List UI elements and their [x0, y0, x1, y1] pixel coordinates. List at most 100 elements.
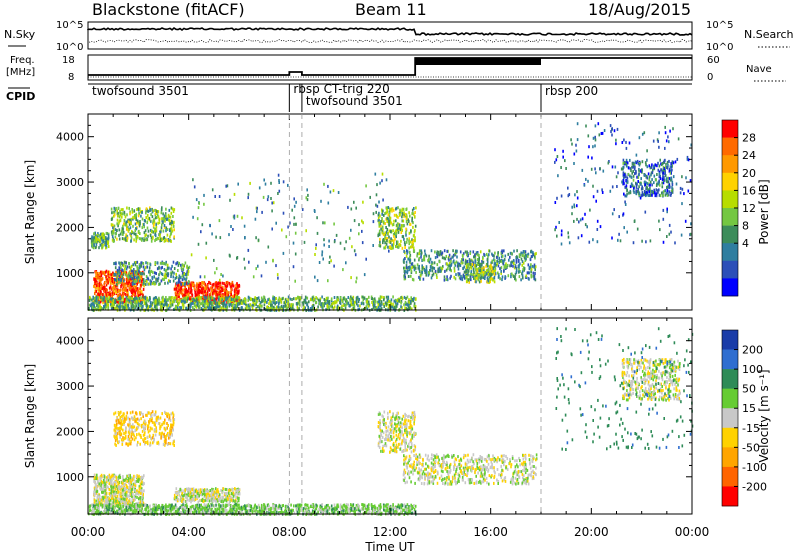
- scatter-cell: [400, 296, 402, 300]
- scatter-cell: [112, 293, 115, 297]
- scatter-cell: [644, 210, 647, 214]
- scatter-cell: [400, 239, 402, 243]
- scatter-cell: [685, 176, 687, 180]
- scatter-cell: [255, 236, 257, 240]
- scatter-cell: [409, 214, 411, 218]
- scatter-cell: [150, 304, 152, 308]
- scatter-cell: [648, 178, 651, 182]
- scatter-cell: [635, 183, 638, 187]
- scatter-cell: [126, 265, 129, 269]
- scatter-cell: [337, 298, 339, 302]
- scatter-cell: [118, 215, 121, 219]
- scatter-cell: [652, 190, 654, 194]
- scatter-cell: [258, 299, 261, 303]
- scatter-cell: [141, 272, 143, 276]
- scatter-cell: [301, 301, 304, 305]
- scatter-cell: [123, 260, 126, 264]
- scatter-cell: [438, 253, 441, 257]
- scatter-cell: [124, 284, 126, 288]
- scatter-cell: [107, 306, 110, 310]
- scatter-cell: [319, 299, 321, 303]
- scatter-cell: [130, 299, 133, 303]
- scatter-cell: [105, 293, 107, 297]
- scatter-cell: [122, 227, 124, 231]
- scatter-cell: [184, 272, 186, 276]
- scatter-cell: [638, 192, 641, 196]
- scatter-cell: [622, 212, 625, 216]
- scatter-cell: [168, 266, 170, 270]
- scatter-cell: [272, 295, 274, 299]
- scatter-cell: [189, 290, 192, 294]
- scatter-cell: [516, 249, 518, 253]
- scatter-cell: [346, 300, 348, 304]
- scatter-cell: [235, 293, 238, 297]
- scatter-cell: [175, 275, 178, 279]
- scatter-cell: [167, 303, 170, 307]
- scatter-cell: [659, 158, 661, 162]
- scatter-cell: [145, 211, 147, 215]
- scatter-cell: [161, 273, 164, 276]
- scatter-cell: [347, 301, 350, 305]
- scatter-cell: [382, 221, 385, 225]
- scatter-cell: [238, 296, 240, 300]
- scatter-cell: [403, 249, 405, 253]
- scatter-cell: [328, 261, 331, 264]
- scatter-cell: [419, 276, 421, 280]
- scatter-cell: [210, 302, 212, 306]
- scatter-cell: [477, 278, 480, 282]
- scatter-cell: [636, 159, 639, 163]
- scatter-cell: [567, 231, 569, 235]
- cpid-segment-label: twofsound 3501: [92, 84, 189, 98]
- scatter-cell: [139, 232, 141, 235]
- scatter-cell: [359, 304, 361, 308]
- scatter-cell: [113, 285, 116, 289]
- scatter-cell: [637, 190, 639, 194]
- scatter-cell: [256, 297, 258, 300]
- scatter-cell: [521, 270, 524, 274]
- scatter-cell: [124, 288, 126, 292]
- scatter-cell: [200, 296, 202, 300]
- scatter-cell: [98, 293, 101, 297]
- scatter-cell: [112, 301, 114, 304]
- scatter-cell: [166, 307, 168, 311]
- scatter-cell: [259, 304, 261, 308]
- scatter-cell: [160, 208, 163, 212]
- scatter-cell: [352, 298, 354, 302]
- scatter-cell: [125, 304, 127, 307]
- scatter-cell: [150, 236, 153, 240]
- scatter-cell: [155, 277, 157, 281]
- scatter-cell: [554, 160, 556, 164]
- scatter-cell: [130, 232, 133, 236]
- scatter-cell: [365, 305, 368, 309]
- scatter-cell: [122, 305, 125, 309]
- scatter-cell: [182, 299, 185, 303]
- scatter-cell: [130, 236, 133, 240]
- scatter-cell: [580, 234, 583, 238]
- scatter-cell: [294, 231, 297, 235]
- scatter-cell: [596, 219, 599, 223]
- scatter-cell: [214, 302, 216, 306]
- scatter-cell: [112, 226, 114, 230]
- scatter-cell: [188, 297, 191, 301]
- scatter-cell: [381, 302, 383, 306]
- scatter-cell: [96, 235, 99, 239]
- scatter-cell: [161, 217, 163, 221]
- scatter-cell: [155, 216, 158, 219]
- scatter-cell: [91, 306, 94, 310]
- scatter-cell: [154, 302, 157, 305]
- scatter-cell: [382, 209, 384, 213]
- scatter-cell: [336, 304, 339, 308]
- scatter-cell: [446, 249, 448, 253]
- scatter-cell: [410, 296, 412, 300]
- scatter-cell: [149, 282, 152, 286]
- scatter-cell: [322, 221, 324, 225]
- scatter-cell: [384, 241, 386, 245]
- scatter-cell: [573, 203, 575, 207]
- scatter-cell: [270, 306, 273, 310]
- scatter-cell: [296, 302, 299, 306]
- scatter-cell: [351, 297, 354, 301]
- scatter-cell: [449, 267, 451, 271]
- scatter-cell: [238, 302, 241, 306]
- scatter-cell: [205, 296, 207, 300]
- scatter-cell: [482, 273, 485, 277]
